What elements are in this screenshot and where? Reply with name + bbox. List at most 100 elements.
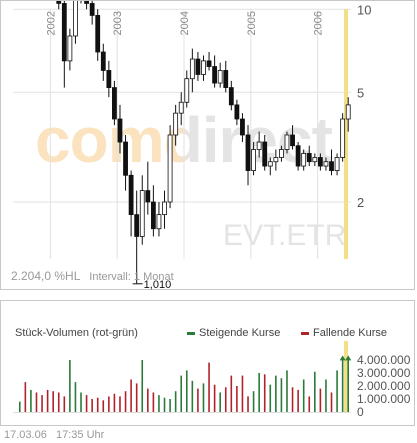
rising-swatch bbox=[187, 331, 195, 335]
candle-body bbox=[284, 134, 290, 150]
candle-body bbox=[95, 15, 101, 53]
candle-body bbox=[134, 214, 140, 237]
candle bbox=[284, 131, 290, 154]
year-label: 2004 bbox=[179, 11, 191, 35]
candle bbox=[112, 80, 117, 126]
candle bbox=[290, 125, 295, 150]
candle bbox=[73, 1, 78, 44]
price-tick-label: 10 bbox=[357, 2, 371, 17]
volume-tick-label: 2.000.000 bbox=[357, 379, 411, 393]
volume-chart-panel: Stück-Volumen (rot-grün) Steigende Kurse… bbox=[0, 300, 415, 426]
candle-body bbox=[301, 153, 307, 167]
candle bbox=[89, 1, 95, 25]
candle-body bbox=[145, 190, 151, 203]
current-period-highlight bbox=[343, 9, 348, 259]
candle bbox=[228, 80, 234, 111]
candle-body bbox=[240, 118, 245, 136]
candle bbox=[150, 185, 156, 237]
price-tick-label: 5 bbox=[357, 85, 364, 100]
candle-body bbox=[262, 141, 268, 167]
chart-footer: 2.204,0 %HL Intervall: 1 Monat bbox=[11, 269, 174, 283]
candle bbox=[245, 125, 251, 186]
volume-tick-label: 1.000.000 bbox=[357, 392, 411, 406]
price-chart: 2002200320042005200620105223,2701,010 bbox=[13, 1, 371, 291]
candle-body bbox=[139, 190, 145, 237]
year-label: 2003 bbox=[112, 11, 124, 35]
candle bbox=[195, 51, 201, 81]
candle-body bbox=[329, 161, 334, 171]
candle-body bbox=[84, 1, 89, 4]
candle bbox=[162, 190, 167, 229]
legend-rising-label: Steigende Kurse bbox=[199, 327, 281, 339]
candle bbox=[267, 157, 273, 176]
candle-body bbox=[56, 1, 62, 4]
candle bbox=[167, 125, 173, 209]
candle-body bbox=[273, 157, 279, 163]
price-chart-panel: comdirect EVT.ETR 2002200320042005200620… bbox=[0, 0, 415, 291]
candle-body bbox=[323, 161, 329, 167]
candle-body bbox=[201, 60, 206, 75]
candle-body bbox=[123, 141, 128, 176]
candle-body bbox=[67, 35, 73, 62]
candle bbox=[301, 149, 307, 171]
volume-overflow-arrow bbox=[345, 355, 352, 361]
legend-rising: Steigende Kurse bbox=[187, 327, 280, 339]
candle bbox=[178, 92, 184, 126]
candle-body bbox=[312, 157, 318, 163]
candle-body bbox=[117, 118, 123, 143]
candle-body bbox=[162, 201, 167, 216]
candle-body bbox=[206, 60, 212, 67]
candle-body bbox=[112, 87, 117, 120]
candle-body bbox=[245, 134, 251, 171]
volume-tick-label: 0 bbox=[357, 405, 364, 419]
legend-falling: Fallende Kurse bbox=[301, 327, 387, 339]
candle bbox=[345, 97, 351, 132]
volume-overflow-arrow bbox=[339, 355, 346, 361]
candle bbox=[134, 190, 140, 284]
candle bbox=[217, 62, 223, 88]
candle bbox=[95, 9, 101, 61]
year-label: 2002 bbox=[45, 11, 57, 35]
candle-body bbox=[256, 141, 262, 150]
legend-falling-label: Fallende Kurse bbox=[313, 327, 387, 339]
candle bbox=[106, 60, 112, 98]
hl-percent: 2.204,0 %HL bbox=[11, 269, 80, 283]
interval-label: Intervall: 1 Monat bbox=[89, 271, 174, 283]
year-label: 2005 bbox=[246, 11, 258, 35]
candle-body bbox=[89, 3, 95, 16]
candle bbox=[329, 149, 334, 176]
candle bbox=[234, 99, 240, 126]
candle-body bbox=[267, 161, 273, 167]
candle bbox=[334, 153, 340, 176]
candle bbox=[56, 1, 62, 10]
price-tick-label: 2 bbox=[357, 195, 364, 210]
candle bbox=[201, 55, 206, 81]
candle-body bbox=[195, 58, 201, 75]
volume-tick-label: 3.000.000 bbox=[357, 366, 411, 380]
candle bbox=[317, 153, 323, 171]
candle-body bbox=[184, 78, 190, 103]
candle-body bbox=[317, 157, 323, 167]
candle bbox=[184, 70, 190, 108]
candle bbox=[128, 170, 134, 237]
candle bbox=[117, 104, 123, 154]
candle-body bbox=[189, 58, 195, 80]
candle bbox=[306, 145, 312, 167]
candle bbox=[256, 131, 262, 158]
candle-body bbox=[334, 157, 340, 171]
candle bbox=[251, 142, 256, 176]
candle bbox=[100, 43, 106, 81]
candle-body bbox=[128, 174, 134, 216]
year-label: 2006 bbox=[313, 11, 325, 35]
candle-body bbox=[73, 1, 78, 37]
candle-body bbox=[223, 70, 229, 88]
candle-body bbox=[279, 149, 284, 158]
candle bbox=[80, 1, 82, 4]
candle bbox=[156, 202, 162, 237]
candle-body bbox=[306, 153, 312, 163]
candle-body bbox=[178, 101, 184, 114]
candle-body bbox=[167, 134, 173, 203]
candle bbox=[61, 1, 67, 88]
candle bbox=[67, 28, 73, 71]
candle-body bbox=[150, 201, 156, 230]
